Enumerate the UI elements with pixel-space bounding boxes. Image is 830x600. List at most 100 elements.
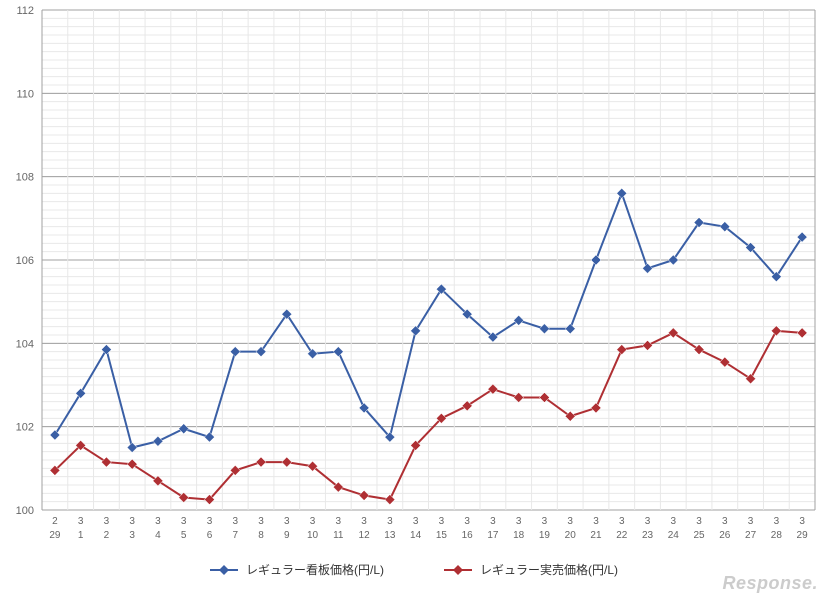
data-marker (746, 374, 756, 384)
x-tick-label-month: 3 (619, 516, 625, 527)
data-marker (668, 328, 678, 338)
data-marker (539, 324, 549, 334)
y-tick-label: 106 (16, 255, 34, 267)
x-tick-label-day: 4 (155, 530, 161, 541)
legend: レギュラー看板価格(円/L) レギュラー実売価格(円/L) (210, 562, 618, 577)
x-tick-label-month: 3 (129, 516, 135, 527)
x-tick-label-month: 3 (207, 516, 213, 527)
data-marker (153, 476, 163, 486)
x-tick-label-day: 2 (104, 530, 110, 541)
y-tick-label: 112 (16, 5, 34, 17)
data-marker (179, 493, 189, 503)
x-tick-label-day: 11 (333, 530, 344, 541)
data-marker (694, 345, 704, 355)
data-marker (230, 347, 240, 357)
x-tick-label-month: 3 (490, 516, 496, 527)
data-marker (204, 432, 214, 442)
x-tick-label-month: 3 (774, 516, 780, 527)
data-marker (127, 459, 137, 469)
x-tick-label-month: 3 (310, 516, 316, 527)
x-tick-label-day: 8 (258, 530, 264, 541)
data-marker (591, 403, 601, 413)
data-marker (462, 401, 472, 411)
x-tick-label-day: 23 (642, 530, 654, 541)
data-marker (308, 349, 318, 359)
data-marker (514, 393, 524, 403)
x-tick-label-day: 12 (359, 530, 371, 541)
x-tick-label-month: 3 (284, 516, 290, 527)
x-tick-label-month: 3 (516, 516, 522, 527)
x-tick-label-day: 21 (590, 530, 602, 541)
x-tick-label-month: 3 (567, 516, 573, 527)
data-marker (411, 326, 421, 336)
x-tick-label-month: 3 (593, 516, 599, 527)
y-tick-label: 100 (16, 505, 34, 517)
x-tick-label-month: 3 (413, 516, 419, 527)
x-tick-label-day: 22 (616, 530, 628, 541)
x-tick-label-month: 3 (336, 516, 342, 527)
x-tick-label-month: 3 (361, 516, 367, 527)
y-tick-label: 104 (16, 338, 34, 350)
data-marker (591, 255, 601, 265)
x-tick-label-day: 1 (78, 530, 84, 541)
x-tick-label-day: 14 (410, 530, 422, 541)
data-marker (643, 340, 653, 350)
x-tick-label-day: 3 (129, 530, 135, 541)
x-tick-label-month: 3 (671, 516, 677, 527)
y-tick-label: 108 (16, 172, 34, 184)
x-tick-label-month: 3 (387, 516, 393, 527)
data-marker (101, 457, 111, 467)
chart-svg: 1001021041061081101122293132333435363738… (0, 0, 830, 600)
x-tick-label-day: 28 (771, 530, 783, 541)
x-tick-label-day: 5 (181, 530, 187, 541)
data-marker (797, 328, 807, 338)
x-tick-label-day: 16 (462, 530, 474, 541)
x-tick-label-day: 18 (513, 530, 525, 541)
x-tick-label-month: 3 (645, 516, 651, 527)
x-tick-label-month: 3 (542, 516, 548, 527)
x-tick-label-day: 17 (487, 530, 499, 541)
x-tick-label-month: 3 (155, 516, 161, 527)
x-tick-label-month: 2 (52, 516, 58, 527)
x-tick-label-day: 13 (384, 530, 396, 541)
x-axis-labels: 2293132333435363738393103113123133143153… (49, 516, 808, 541)
data-marker (76, 388, 86, 398)
x-tick-label-month: 3 (78, 516, 84, 527)
data-marker (771, 326, 781, 336)
data-marker (359, 490, 369, 500)
x-tick-label-day: 15 (436, 530, 448, 541)
x-tick-label-day: 19 (539, 530, 551, 541)
x-tick-label-month: 3 (799, 516, 805, 527)
data-marker (50, 430, 60, 440)
grid-major: 100 102 104 106 108 110 112 (16, 5, 815, 517)
data-marker (617, 345, 627, 355)
y-tick-label: 110 (16, 88, 34, 100)
data-marker (256, 457, 266, 467)
x-tick-label-month: 3 (104, 516, 110, 527)
data-marker (617, 188, 627, 198)
data-marker (153, 436, 163, 446)
x-tick-label-month: 3 (181, 516, 187, 527)
x-tick-label-day: 6 (207, 530, 213, 541)
chart-container: 1001021041061081101122293132333435363738… (0, 0, 830, 600)
data-marker (720, 357, 730, 367)
data-marker (282, 457, 292, 467)
x-tick-label-month: 3 (748, 516, 754, 527)
data-marker (514, 315, 524, 325)
data-marker (797, 232, 807, 242)
x-tick-label-day: 26 (719, 530, 731, 541)
data-marker (643, 263, 653, 273)
legend-label: レギュラー看板価格(円/L) (246, 562, 384, 577)
x-tick-label-day: 7 (232, 530, 238, 541)
x-tick-label-day: 27 (745, 530, 757, 541)
x-tick-label-month: 3 (232, 516, 238, 527)
x-tick-label-day: 20 (565, 530, 577, 541)
y-tick-label: 102 (16, 422, 34, 434)
x-tick-label-month: 3 (464, 516, 470, 527)
legend-marker (219, 565, 229, 575)
x-tick-label-day: 9 (284, 530, 290, 541)
legend-label: レギュラー実売価格(円/L) (480, 562, 618, 577)
x-tick-label-day: 24 (668, 530, 680, 541)
x-tick-label-day: 10 (307, 530, 319, 541)
x-tick-label-month: 3 (696, 516, 702, 527)
